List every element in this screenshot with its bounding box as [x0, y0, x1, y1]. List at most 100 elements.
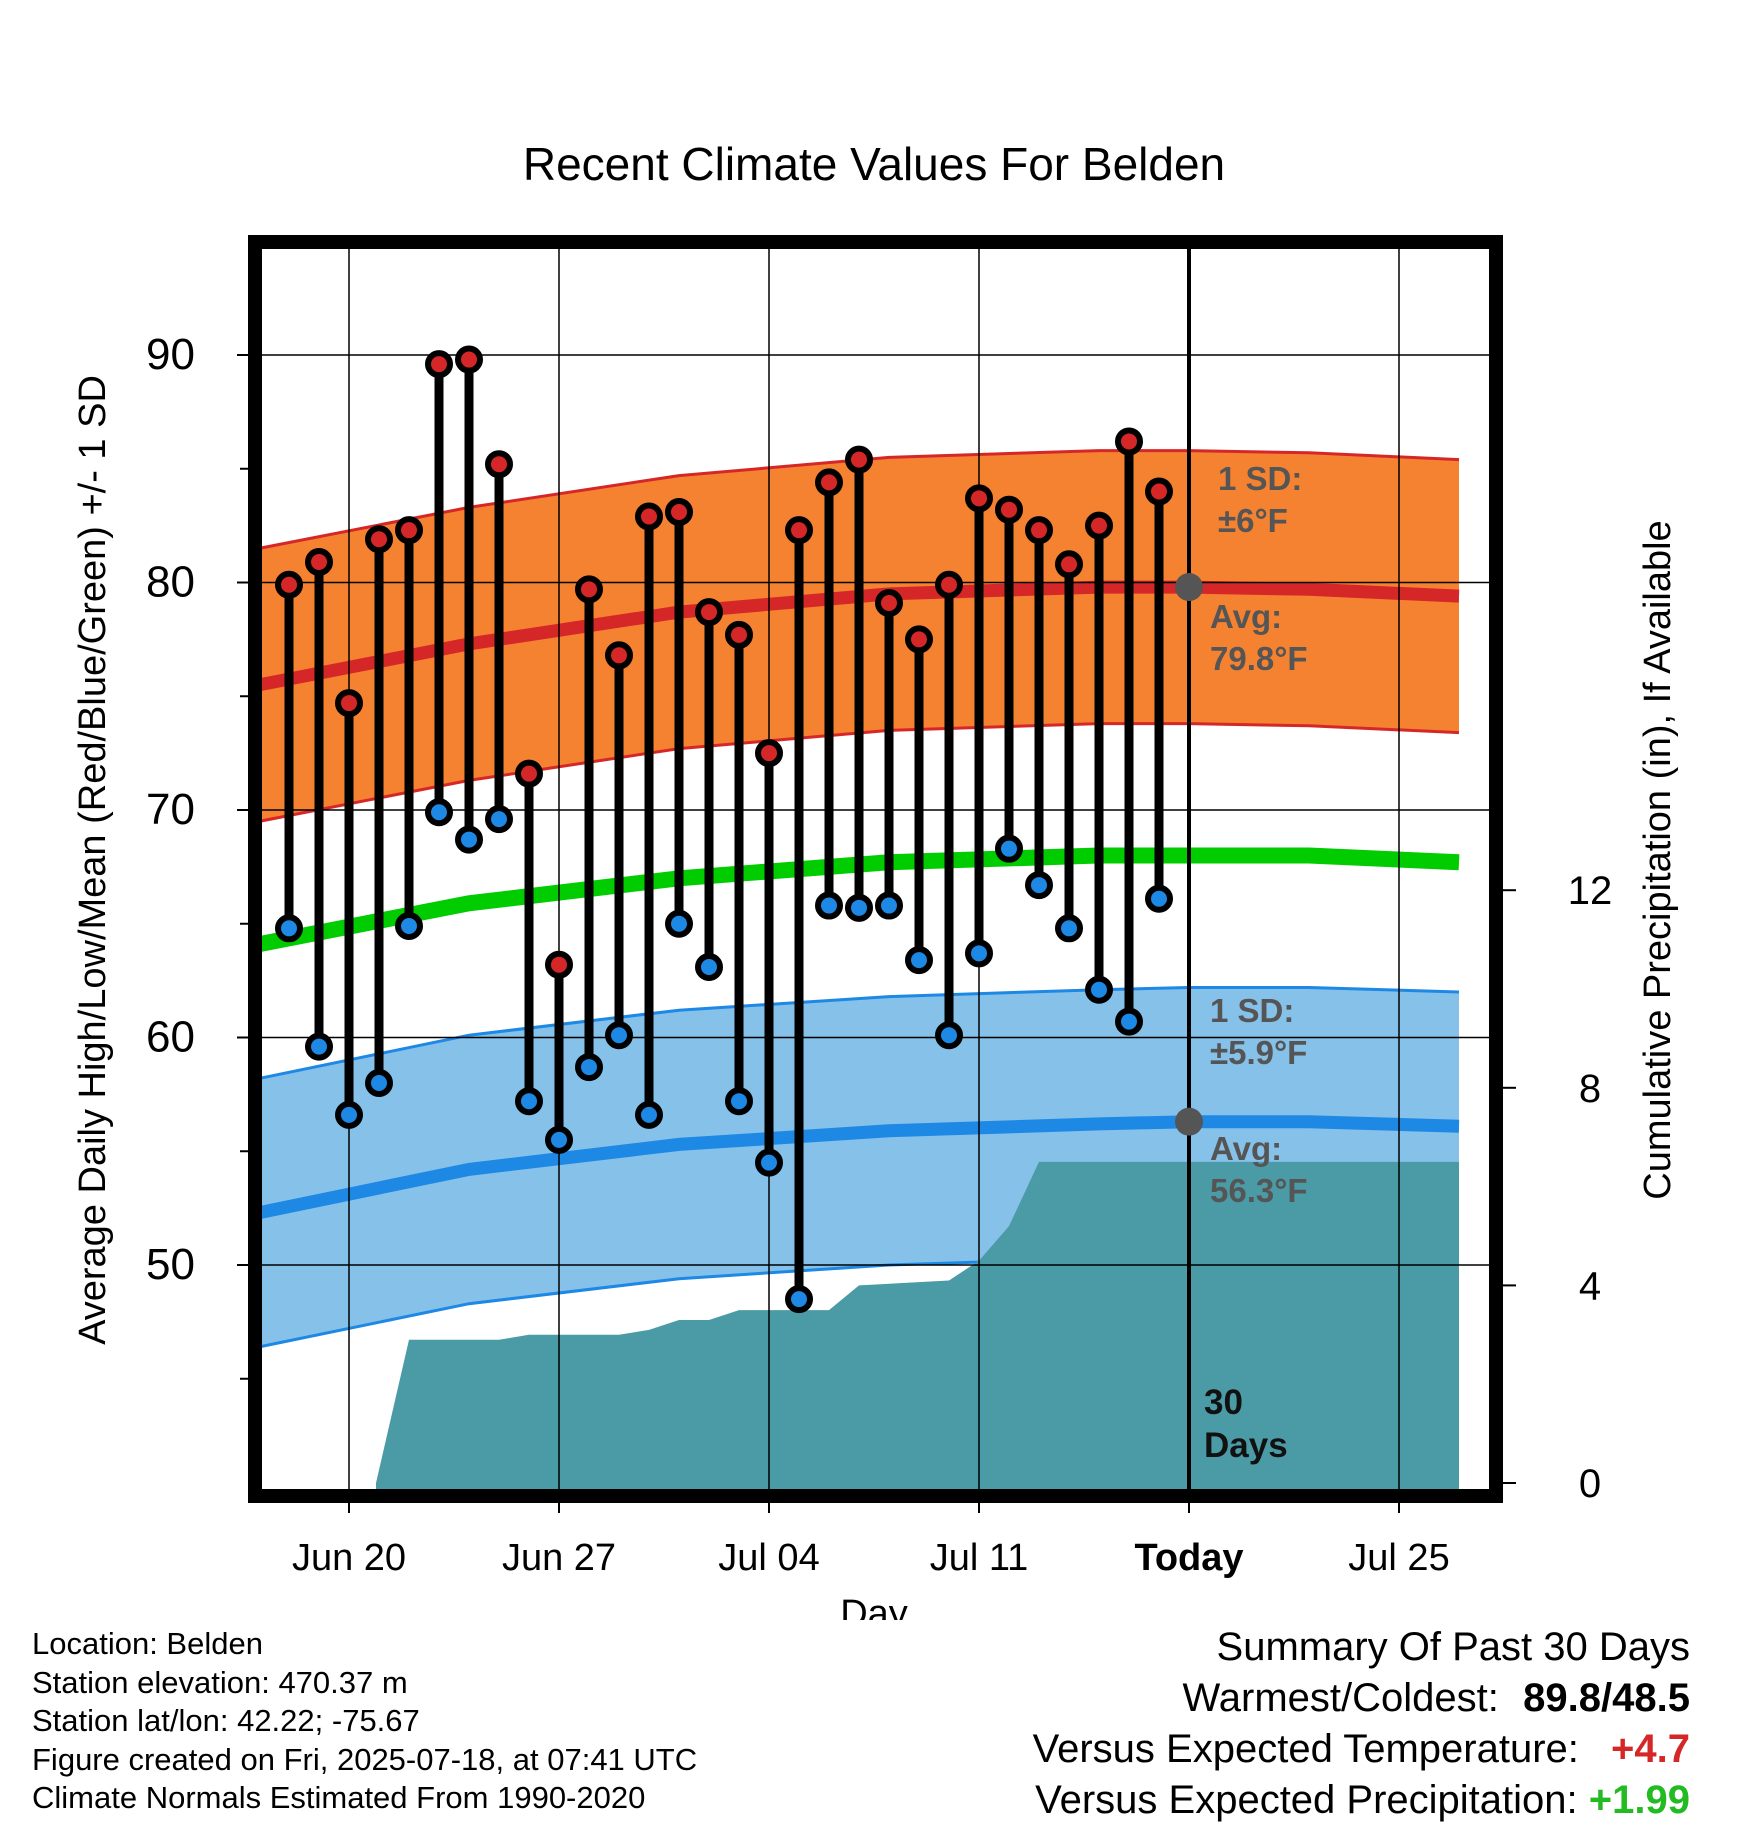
low-point: [695, 952, 723, 981]
low-point: [365, 1069, 393, 1097]
low-point: [815, 891, 843, 920]
high-avg-label: Avg:: [1210, 598, 1282, 635]
low-point: [1025, 871, 1053, 900]
high-point: [995, 495, 1023, 524]
warm-cold-label: Warmest/Coldest:: [1182, 1676, 1499, 1720]
temp-anomaly-value: +4.7: [1611, 1727, 1690, 1771]
low-point: [755, 1148, 783, 1177]
warm-cold-value: 89.8/48.5: [1523, 1676, 1690, 1720]
location-text: Location: Belden: [32, 1626, 263, 1661]
chart-title: Recent Climate Values For Belden: [523, 138, 1225, 190]
high-normal-line: [262, 580, 1460, 691]
y2-tick-label: 12: [1568, 869, 1613, 913]
elevation-text: Station elevation: 470.37 m: [32, 1664, 408, 1700]
today-high-normal-marker: [1175, 573, 1203, 602]
high-point: [545, 950, 573, 979]
today-low-normal-marker: [1175, 1107, 1203, 1136]
low-sd-value: ±5.9°F: [1210, 1034, 1307, 1071]
y-tick-label: 80: [146, 558, 195, 607]
high-point: [605, 641, 633, 670]
y-tick-label: 70: [146, 785, 195, 834]
high-point: [1055, 550, 1083, 579]
high-point: [1115, 427, 1143, 456]
high-sd-value: ±6°F: [1218, 502, 1288, 539]
temp-anomaly-label: Versus Expected Temperature:: [1032, 1727, 1579, 1771]
low-point: [305, 1032, 333, 1061]
y2-axis-label: Cumulative Precipitation (in), If Availa…: [1637, 520, 1679, 1199]
today-days-number: 30: [1204, 1383, 1243, 1422]
low-point: [875, 891, 903, 920]
low-point: [395, 912, 423, 941]
high-sd-label: 1 SD:: [1218, 460, 1302, 497]
high-point: [1025, 516, 1053, 545]
high-point: [365, 525, 393, 554]
low-point: [1055, 914, 1083, 943]
low-point: [635, 1100, 663, 1129]
low-point: [1115, 1007, 1143, 1036]
x-tick-label: Jul 04: [718, 1537, 819, 1579]
y2-tick-label: 0: [1579, 1462, 1601, 1506]
y-tick-label: 90: [146, 330, 195, 379]
high-point: [485, 450, 513, 479]
high-point: [725, 620, 753, 649]
low-point: [545, 1125, 573, 1154]
low-point: [425, 798, 453, 827]
precip-anomaly-row: Versus Expected Precipitation: +1.99: [1033, 1775, 1690, 1826]
climate-chart: Recent Climate Values For Belden 1 SD: ±6…: [72, 138, 1679, 1620]
high-point: [335, 689, 363, 718]
low-point: [935, 1021, 963, 1050]
high-point: [815, 468, 843, 497]
low-point: [995, 834, 1023, 863]
low-point: [845, 893, 873, 922]
low-sd-band-upper-edge: [262, 986, 1460, 1080]
high-point: [395, 516, 423, 545]
low-point: [905, 946, 933, 975]
mean-normal-line: [262, 847, 1460, 952]
summary-heading: Summary Of Past 30 Days: [1216, 1625, 1690, 1669]
low-point: [1085, 975, 1113, 1004]
summary-panel: Summary Of Past 30 Days Warmest/Coldest:…: [1033, 1622, 1690, 1826]
x-axis-label: Day: [840, 1593, 908, 1620]
warm-cold-row: Warmest/Coldest: 89.8/48.5: [1033, 1673, 1691, 1724]
latlon-text: Station lat/lon: 42.22; -75.67: [32, 1703, 420, 1738]
x-tick-label: Jul 25: [1348, 1537, 1449, 1579]
low-avg-label: Avg:: [1210, 1130, 1282, 1167]
high-point: [695, 598, 723, 627]
high-point: [875, 588, 903, 617]
y-tick-label: 50: [146, 1240, 195, 1289]
high-point: [905, 625, 933, 654]
low-point: [1145, 884, 1173, 913]
high-point: [755, 739, 783, 768]
high-point: [455, 345, 483, 374]
y2-tick-label: 4: [1579, 1264, 1601, 1308]
low-point: [275, 914, 303, 943]
high-point: [965, 484, 993, 513]
low-point: [485, 805, 513, 834]
low-avg-value: 56.3°F: [1210, 1172, 1308, 1209]
high-sd-band-upper-edge: [262, 449, 1460, 550]
y-axis-label: Average Daily High/Low/Mean (Red/Blue/Gr…: [72, 375, 114, 1345]
high-avg-value: 79.8°F: [1210, 640, 1308, 677]
precip-anomaly-label: Versus Expected Precipitation:: [1035, 1778, 1578, 1822]
y2-tick-label: 8: [1579, 1067, 1601, 1111]
x-tick-label: Jun 27: [502, 1537, 616, 1579]
low-point: [575, 1053, 603, 1082]
low-point: [725, 1087, 753, 1116]
high-point: [575, 575, 603, 604]
station-info: Location: Belden Station elevation: 470.…: [32, 1625, 697, 1818]
x-tick-label: Today: [1134, 1537, 1243, 1579]
created-text: Figure created on Fri, 2025-07-18, at 07…: [32, 1741, 698, 1777]
high-point: [1145, 477, 1173, 506]
low-point: [455, 825, 483, 854]
normals-text: Climate Normals Estimated From 1990-2020: [32, 1780, 646, 1815]
plot-area: 1 SD: ±6°F Avg: 79.8°F 1 SD: ±5.9°F Avg: 56.3°F…: [146, 235, 1613, 1579]
low-point: [335, 1100, 363, 1129]
high-sd-band-lower-edge: [262, 722, 1460, 823]
low-point: [515, 1087, 543, 1116]
today-days-word: Days: [1204, 1426, 1288, 1465]
high-point: [1085, 511, 1113, 540]
high-point: [845, 445, 873, 474]
low-point: [785, 1285, 813, 1314]
low-normal-line: [262, 1115, 1460, 1219]
high-point: [635, 502, 663, 531]
